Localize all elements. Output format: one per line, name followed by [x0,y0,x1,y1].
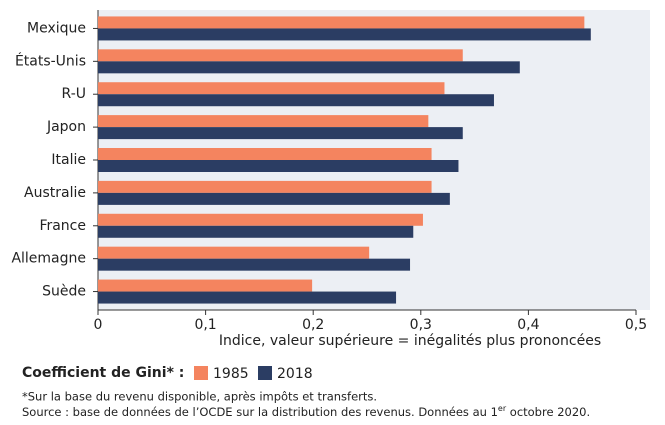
x-axis-label: Indice, valeur supérieure = inégalités p… [219,333,601,349]
source-sup: er [498,404,507,413]
bar [98,258,411,271]
y-tick-label: Australie [24,185,86,201]
y-tick-label: R-U [62,86,86,102]
bar [98,160,459,172]
x-tick-label: 0,2 [302,317,324,333]
source-text: Source : base de données de l’OCDE sur l… [22,405,498,419]
bar [98,61,520,74]
bar [98,127,463,140]
bar [98,225,414,238]
bar [98,49,463,62]
legend-title: Coefficient de Gini* : [22,365,184,381]
note: *Sur la base du revenu disponible, après… [22,390,377,404]
bar [98,213,423,226]
bar [98,28,591,41]
bar [98,291,397,304]
bar [98,94,494,107]
y-tick-label: Mexique [27,20,86,36]
legend-swatch [194,366,208,380]
bar [98,16,585,29]
y-tick-label: France [39,218,86,234]
x-tick-label: 0,4 [517,317,539,333]
y-tick-label: États-Unis [15,52,86,69]
legend-label: 2018 [277,366,313,382]
y-tick-label: Italie [51,152,86,168]
bar [98,82,445,95]
x-tick-label: 0,5 [625,317,647,333]
bar [98,246,370,259]
x-tick-label: 0,1 [194,317,216,333]
source-text: octobre 2020. [506,405,590,419]
bar [98,180,432,193]
y-tick-label: Japon [46,119,86,135]
legend-swatch [258,366,272,380]
y-tick-label: Suède [42,284,86,300]
bar [98,279,313,292]
x-tick-label: 0,3 [410,317,432,333]
bar [98,192,450,205]
x-tick-label: 0 [94,317,103,333]
source: Source : base de données de l’OCDE sur l… [22,404,590,419]
y-tick-label: Allemagne [11,251,86,267]
bar [98,115,429,128]
bar [98,148,432,160]
legend-label: 1985 [213,366,249,382]
